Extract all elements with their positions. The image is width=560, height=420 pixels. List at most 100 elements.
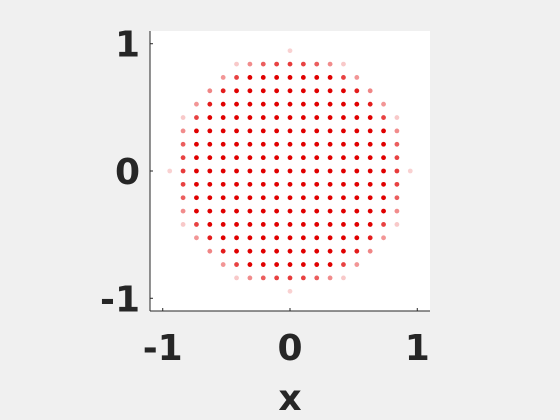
data-point [207, 168, 213, 174]
data-point [287, 262, 293, 267]
data-point [274, 208, 280, 214]
data-point [341, 61, 346, 67]
data-point [394, 141, 400, 147]
data-point [207, 208, 213, 214]
data-point [260, 222, 266, 227]
data-point [354, 222, 360, 227]
data-point [194, 235, 199, 241]
data-point [274, 248, 280, 254]
data-point [287, 181, 293, 187]
data-point [180, 195, 186, 201]
data-point [207, 195, 213, 201]
data-point [220, 115, 226, 120]
data-point [247, 155, 253, 161]
data-point [247, 195, 253, 201]
data-point [274, 75, 280, 80]
x-tick-label: -1 [143, 328, 183, 369]
data-point [354, 168, 360, 174]
data-point [247, 248, 253, 254]
data-point [394, 208, 400, 214]
data-point [194, 195, 199, 201]
data-point [287, 275, 293, 281]
data-point [260, 275, 266, 281]
data-point [327, 61, 333, 67]
data-point [287, 101, 293, 107]
data-point [234, 275, 239, 281]
data-point [207, 155, 213, 161]
data-point [287, 141, 293, 147]
data-point [354, 115, 360, 120]
data-point [354, 75, 360, 80]
data-point [314, 128, 320, 134]
data-point [367, 248, 373, 254]
data-point [300, 115, 306, 120]
data-point [327, 181, 333, 187]
y-tick-label: 0 [115, 152, 140, 193]
data-point [234, 168, 239, 174]
data-point [300, 181, 306, 187]
data-point [327, 195, 333, 201]
data-point [247, 235, 253, 241]
data-point [260, 141, 266, 147]
data-point [260, 128, 266, 134]
data-point [341, 262, 346, 267]
data-point [234, 235, 239, 241]
data-point [327, 275, 333, 281]
data-point [260, 88, 266, 94]
data-point [314, 141, 320, 147]
data-point [367, 155, 373, 161]
data-point [300, 88, 306, 94]
data-point [314, 262, 320, 267]
data-point [327, 262, 333, 267]
data-point [314, 101, 320, 107]
data-point [314, 208, 320, 214]
data-point [327, 222, 333, 227]
data-point [341, 181, 346, 187]
data-point [327, 235, 333, 241]
y-ticks: -1 0 1 [100, 25, 153, 320]
data-point [367, 222, 373, 227]
data-point [354, 195, 360, 201]
data-point [247, 61, 253, 67]
data-point [194, 128, 199, 134]
data-point [234, 222, 239, 227]
data-point [220, 75, 226, 80]
data-point [314, 115, 320, 120]
x-axis-label: x [278, 378, 301, 419]
data-point [274, 155, 280, 161]
data-point [180, 181, 186, 187]
data-point [274, 115, 280, 120]
data-point [194, 155, 199, 161]
data-point [394, 168, 400, 174]
data-point [234, 128, 239, 134]
data-point [287, 88, 293, 94]
data-point [314, 195, 320, 201]
data-point [367, 208, 373, 214]
data-point [260, 262, 266, 267]
data-point [194, 115, 199, 120]
data-point [234, 208, 239, 214]
data-point [341, 248, 346, 254]
data-point [341, 195, 346, 201]
data-point [220, 262, 226, 267]
data-point [327, 168, 333, 174]
data-point [220, 235, 226, 241]
data-point [314, 61, 320, 67]
y-tick-label: 1 [115, 25, 140, 66]
data-point [247, 101, 253, 107]
data-point [274, 262, 280, 267]
data-point [327, 155, 333, 161]
data-point [260, 75, 266, 80]
data-point [207, 115, 213, 120]
data-point [341, 168, 346, 174]
data-point [234, 75, 239, 80]
data-point [220, 195, 226, 201]
data-point [180, 155, 186, 161]
data-point [341, 141, 346, 147]
data-point [220, 128, 226, 134]
data-point [194, 101, 199, 107]
data-point [381, 101, 386, 107]
data-point [220, 101, 226, 107]
y-tick-label: -1 [100, 279, 140, 320]
data-point [327, 115, 333, 120]
